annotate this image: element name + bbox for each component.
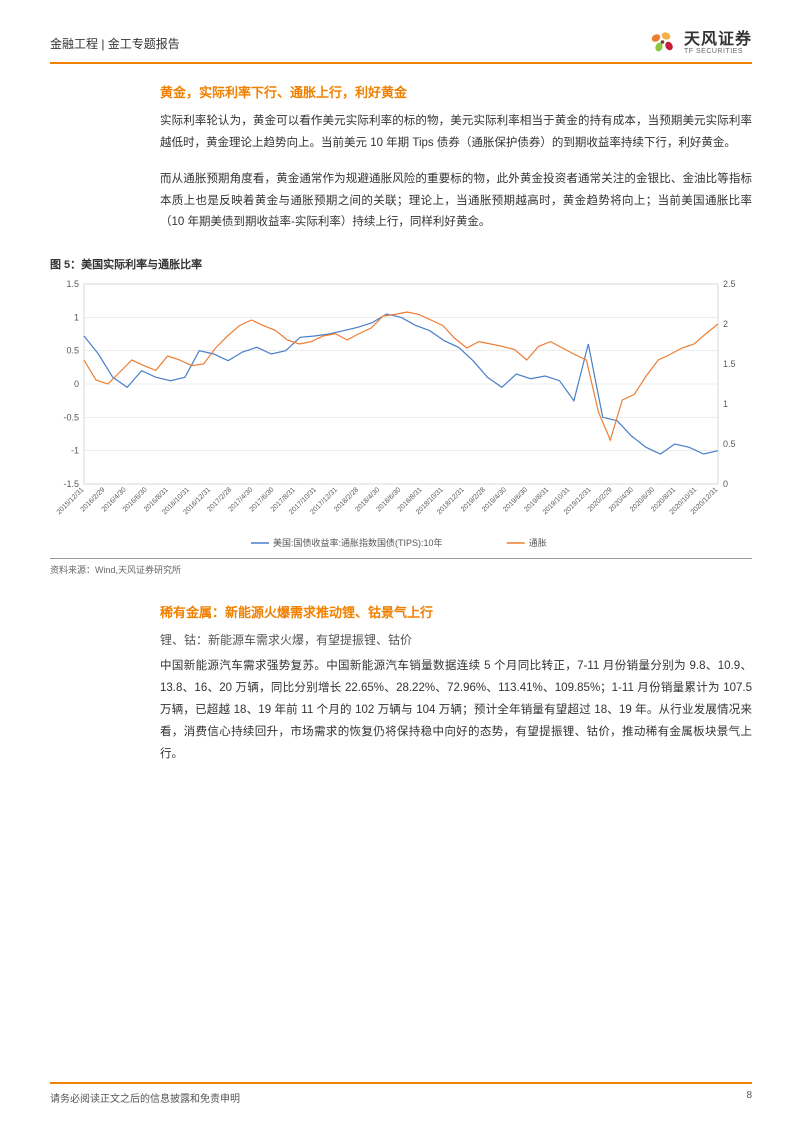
section1-p1: 实际利率轮认为，黄金可以看作美元实际利率的标的物，美元实际利率相当于黄金的持有成… bbox=[160, 111, 752, 155]
svg-text:0.5: 0.5 bbox=[66, 346, 79, 356]
svg-text:-1.5: -1.5 bbox=[63, 479, 79, 489]
svg-text:1: 1 bbox=[74, 313, 79, 323]
svg-text:-0.5: -0.5 bbox=[63, 413, 79, 423]
footer-disclaimer: 请务必阅读正文之后的信息披露和免责申明 bbox=[50, 1090, 240, 1105]
logo-icon bbox=[648, 30, 678, 56]
footer-page-number: 8 bbox=[746, 1090, 752, 1105]
svg-text:1.5: 1.5 bbox=[66, 279, 79, 289]
breadcrumb: 金融工程 | 金工专题报告 bbox=[50, 35, 180, 52]
svg-text:通胀: 通胀 bbox=[529, 538, 547, 548]
figure5-source: 资料来源：Wind,天风证券研究所 bbox=[50, 558, 752, 576]
svg-text:2: 2 bbox=[723, 319, 728, 329]
logo-text-en: TF SECURITIES bbox=[684, 48, 752, 55]
page-header: 金融工程 | 金工专题报告 天风证券 TF SECURITIES bbox=[50, 30, 752, 64]
logo-text-cn: 天风证券 bbox=[684, 32, 752, 48]
svg-text:2015/12/31: 2015/12/31 bbox=[56, 487, 86, 517]
svg-text:1.5: 1.5 bbox=[723, 359, 736, 369]
svg-text:2.5: 2.5 bbox=[723, 279, 736, 289]
section1-title: 黄金，实际利率下行、通胀上行，利好黄金 bbox=[160, 82, 752, 101]
section2-subtitle: 锂、钴：新能源车需求火爆，有望提振锂、钴价 bbox=[160, 631, 752, 648]
figure5-caption: 图 5：美国实际利率与通胀比率 bbox=[50, 256, 752, 272]
page-footer: 请务必阅读正文之后的信息披露和免责申明 8 bbox=[50, 1082, 752, 1105]
company-logo: 天风证券 TF SECURITIES bbox=[648, 30, 752, 56]
svg-text:美国:国债收益率:通胀指数国债(TIPS):10年: 美国:国债收益率:通胀指数国债(TIPS):10年 bbox=[273, 537, 443, 548]
svg-text:0: 0 bbox=[74, 379, 79, 389]
svg-text:0: 0 bbox=[723, 479, 728, 489]
svg-text:0.5: 0.5 bbox=[723, 439, 736, 449]
section1-p2: 而从通胀预期角度看，黄金通常作为规避通胀风险的重要标的物，此外黄金投资者通常关注… bbox=[160, 169, 752, 235]
svg-text:1: 1 bbox=[723, 399, 728, 409]
svg-text:-1: -1 bbox=[71, 446, 79, 456]
section2-title: 稀有金属：新能源火爆需求推动锂、钴景气上行 bbox=[160, 602, 752, 621]
figure5-chart: -1.5 -1 -0.5 0 0.5 1 1.5 0 0.5 1 1.5 2 2.5 2015/12/31… bbox=[50, 276, 752, 556]
section2-p1: 中国新能源汽车需求强势复苏。中国新能源汽车销量数据连续 5 个月同比转正，7-1… bbox=[160, 656, 752, 765]
